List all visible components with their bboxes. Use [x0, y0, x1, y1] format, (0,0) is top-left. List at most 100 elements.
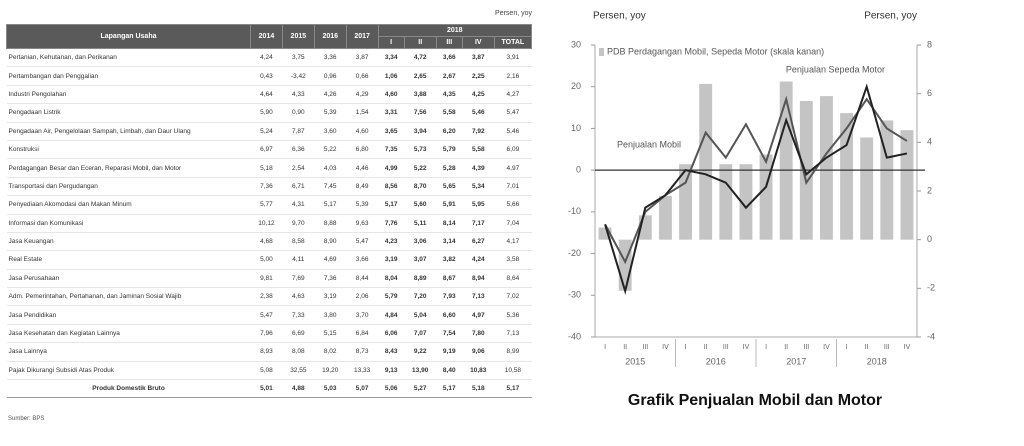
header-cell: I — [377, 36, 405, 49]
table-cell: 2,06 — [346, 287, 379, 307]
table-cell: 9,63 — [346, 214, 379, 233]
table-cell: 13,33 — [346, 361, 379, 381]
legend-label: Penjualan Mobil — [617, 139, 681, 149]
table-cell: 8,14 — [436, 214, 463, 233]
table-cell: 7,80 — [462, 324, 495, 344]
table-cell: Jasa Kesehatan dan Kegiatan Lainnya — [6, 324, 251, 344]
bar — [618, 239, 632, 291]
table-cell: 4,17 — [494, 232, 532, 252]
table-cell: 3,06 — [404, 232, 437, 252]
table-cell: 8,70 — [404, 177, 437, 197]
header-row: I II III IV TOTAL — [7, 36, 533, 49]
table-cell: 0,96 — [314, 66, 347, 86]
table-cell: 6,09 — [494, 140, 532, 160]
table-cell: 7,35 — [378, 140, 405, 160]
x-tick-label: I — [846, 344, 848, 351]
table-row: Pertanian, Kehutanan, dan Perikanan 4,24 3… — [6, 48, 532, 68]
table-cell: 5,24 — [250, 122, 283, 141]
table-cell: 8,67 — [436, 269, 463, 289]
table-cell: 3,66 — [436, 48, 463, 68]
table-cell: 3,75 — [282, 48, 315, 68]
table-cell: 7,13 — [462, 287, 495, 307]
table-cell: 2,65 — [404, 66, 437, 86]
table-cell: 10,12 — [250, 214, 283, 233]
table-cell: 5,39 — [314, 103, 347, 123]
table-cell: 9,81 — [250, 269, 283, 289]
table-cell: 8,49 — [346, 177, 379, 197]
table-cell: 4,33 — [282, 85, 315, 105]
table-cell: 4,39 — [462, 158, 495, 178]
y2-tick-label: 2 — [927, 185, 932, 195]
x-tick-label: II — [865, 344, 869, 351]
table-cell: 5,46 — [494, 122, 532, 141]
table-cell: 6,06 — [378, 324, 405, 344]
table-cell: 0,66 — [346, 66, 379, 86]
y2-tick-label: -2 — [927, 283, 935, 293]
table-cell: 5,60 — [404, 195, 437, 215]
table-cell: 5,58 — [462, 140, 495, 160]
table-cell: 3,31 — [378, 103, 405, 123]
table-cell: 7,04 — [494, 214, 532, 233]
table-row: Jasa Pendidikan 5,47 7,33 3,80 3,70 4,84 5,04 6… — [6, 305, 532, 325]
table-row: Jasa Lainnya 8,93 8,08 8,02 8,73 8,43 9,22 9,19… — [6, 342, 532, 362]
table-cell: 5,79 — [378, 287, 405, 307]
table-cell: 3,19 — [378, 250, 405, 270]
table-cell: 8,40 — [436, 361, 463, 381]
table-cell: 3,34 — [378, 48, 405, 68]
table-cell: 5,04 — [404, 305, 437, 325]
table-cell: 5,36 — [494, 305, 532, 325]
table-cell: 3,94 — [404, 122, 437, 141]
table-cell: Produk Domestik Bruto — [6, 379, 251, 399]
table-row: Adm. Pemerintahan, Pertahanan, dan Jamin… — [6, 287, 532, 307]
table-cell: 8,44 — [346, 269, 379, 289]
table-cell: 8,93 — [250, 342, 283, 362]
table-cell: 7,01 — [494, 177, 532, 197]
table-cell: 7,20 — [404, 287, 437, 307]
table-cell: 4,35 — [436, 85, 463, 105]
table-cell: 4,03 — [314, 158, 347, 178]
table-cell: 6,36 — [282, 140, 315, 160]
table-cell: Pengadaan Listrik — [6, 103, 251, 123]
table-cell: 7,36 — [250, 177, 283, 197]
table-panel: Persen, yoy Lapangan Usaha 2014 2015 2016 20… — [6, 10, 533, 399]
table-row: Jasa Kesehatan dan Kegiatan Lainnya 7,96 6… — [6, 324, 532, 344]
table-cell: 5,47 — [346, 232, 379, 252]
table-cell: 4,29 — [346, 85, 379, 105]
table-cell: 3,80 — [314, 305, 347, 325]
table-cell: 4,27 — [494, 85, 532, 105]
table-cell: 8,56 — [378, 177, 405, 197]
table-cell: 8,94 — [462, 269, 495, 289]
table-cell: 19,20 — [314, 361, 347, 381]
table-cell: 1,06 — [378, 66, 405, 86]
table-cell: 5,46 — [462, 103, 495, 123]
y2-tick-label: 4 — [927, 137, 932, 147]
x-tick-label: II — [623, 344, 627, 351]
table-cell: 7,13 — [494, 324, 532, 344]
header-row: Lapangan Usaha 2014 2015 2016 2017 2018 — [6, 24, 533, 49]
table-cell: 3,82 — [436, 250, 463, 270]
table-cell: 3,58 — [494, 250, 532, 270]
table-cell: 3,60 — [314, 122, 347, 141]
header-cell: 2017 — [345, 24, 379, 49]
table-cell: 4,97 — [462, 305, 495, 325]
bar — [779, 81, 793, 240]
y2-tick-label: 0 — [927, 234, 932, 244]
x-group-label: 2018 — [867, 356, 887, 366]
table-row: Perdagangan Besar dan Eceran, Reparasi M… — [6, 158, 532, 178]
table-cell: 2,67 — [436, 66, 463, 86]
table-cell: 6,27 — [462, 232, 495, 252]
table-cell: Adm. Pemerintahan, Pertahanan, dan Jamin… — [6, 287, 251, 307]
header-cell: TOTAL — [493, 36, 533, 49]
legend-swatch — [599, 48, 604, 56]
table-cell: Penyediaan Akomodasi dan Makan Minum — [6, 195, 251, 215]
table-cell: 5,73 — [404, 140, 437, 160]
x-tick-label: III — [884, 344, 890, 351]
table-cell: 7,54 — [436, 324, 463, 344]
table-cell: 3,66 — [346, 250, 379, 270]
table-cell: 4,23 — [378, 232, 405, 252]
table-cell: 5,39 — [346, 195, 379, 215]
x-tick-label: I — [604, 344, 606, 351]
table-cell: Jasa Lainnya — [6, 342, 251, 362]
table-cell: 7,02 — [494, 287, 532, 307]
table-cell: 6,84 — [346, 324, 379, 344]
